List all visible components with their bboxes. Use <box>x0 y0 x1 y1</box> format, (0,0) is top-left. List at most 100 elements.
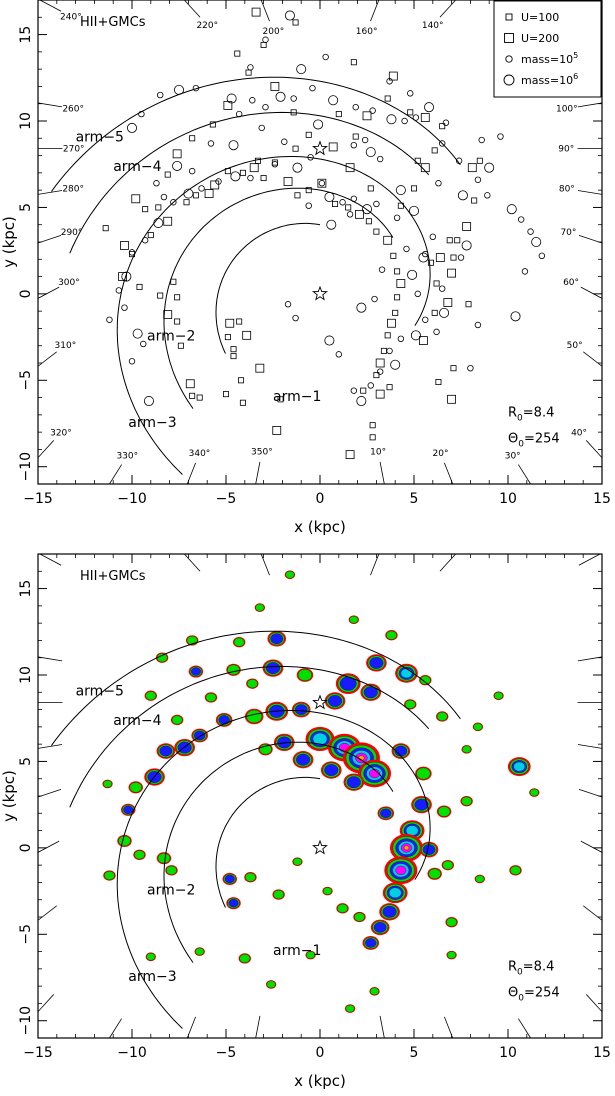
hii-marker <box>375 358 385 368</box>
hii-marker <box>277 396 284 403</box>
longitude-label-200: 200° <box>263 27 285 37</box>
longitude-label-350: 350° <box>251 448 273 458</box>
gmc-marker <box>442 119 450 126</box>
x-tick-label: −10 <box>117 491 147 507</box>
spiral-arm-4 <box>69 665 430 808</box>
longitude-line-30 <box>518 464 531 484</box>
arm-label-4: arm−4 <box>113 159 161 175</box>
hii-marker <box>380 347 387 354</box>
density-contour-23-1 <box>129 782 142 793</box>
density-contour-84-1 <box>292 857 302 866</box>
longitude-label-140: 140° <box>422 21 444 31</box>
density-contour-75-1 <box>247 679 258 689</box>
gmc-marker <box>439 140 446 147</box>
x-axis-label: x (kpc) <box>294 1072 346 1090</box>
galactic-center-star-marker <box>312 839 328 855</box>
hii-marker <box>335 111 342 118</box>
longitude-line-200 <box>260 554 270 576</box>
hii-marker <box>290 109 297 116</box>
density-contour-25-1 <box>118 835 131 847</box>
gmc-marker <box>474 321 482 329</box>
gmc-marker <box>281 138 288 145</box>
arm-label-3: arm−3 <box>128 415 176 431</box>
hii-marker <box>367 185 374 192</box>
gmc-marker <box>521 268 529 275</box>
longitude-line-330 <box>109 464 122 484</box>
hii-marker <box>210 180 220 190</box>
longitude-label-30: 30° <box>505 452 521 462</box>
hii-marker <box>238 377 245 384</box>
longitude-line-140 <box>439 554 456 572</box>
hii-marker <box>373 228 380 235</box>
hii-marker <box>384 95 391 102</box>
longitude-label-290: 290° <box>61 228 83 238</box>
y-tick-label: 15 <box>18 26 34 44</box>
gmc-marker <box>350 195 358 202</box>
gmc-marker <box>292 314 299 322</box>
density-contour-30-2 <box>228 899 239 908</box>
gmc-marker <box>361 136 369 144</box>
hii-marker <box>355 209 364 219</box>
longitude-line-300 <box>38 840 60 853</box>
density-contour-53-2 <box>373 922 387 933</box>
longitude-line-200 <box>260 0 270 22</box>
hii-marker <box>147 232 154 239</box>
hii-marker <box>467 163 477 173</box>
gmc-marker <box>138 110 145 118</box>
hii-marker <box>189 135 196 142</box>
hii-marker <box>476 157 483 164</box>
density-contour-54-2 <box>365 938 377 948</box>
gmc-marker <box>153 217 164 228</box>
hii-marker <box>292 145 299 152</box>
hii-marker <box>255 363 265 373</box>
density-panel: −15 −10 −5 0 5 10 15 −10 −5 0 5 10 15 x (kpc) y (kpc) H… <box>0 553 611 1090</box>
hii-marker <box>224 334 231 341</box>
theta0-annotation: Θ0=254 <box>508 986 560 1004</box>
longitude-line-220 <box>184 554 201 572</box>
gmc-marker <box>258 124 265 132</box>
legend-marker-0 <box>505 13 513 21</box>
arm-label-4: arm−4 <box>113 713 161 729</box>
density-contour-78-1 <box>103 780 113 788</box>
hii-marker <box>328 142 338 152</box>
arm-label-1: arm−1 <box>273 943 321 959</box>
longitude-line-50 <box>583 905 602 921</box>
longitude-line-40 <box>585 440 602 458</box>
density-contour-31-1 <box>245 872 256 882</box>
gmc-marker <box>335 351 342 358</box>
density-contour-59-1 <box>437 806 451 817</box>
gmc-marker <box>527 228 534 235</box>
density-contour-8-1 <box>297 669 312 681</box>
hii-marker <box>183 199 190 206</box>
x-tick-label: −15 <box>23 1045 53 1061</box>
gmc-marker <box>408 205 419 216</box>
hii-marker <box>365 218 372 225</box>
density-contour-76-1 <box>205 693 217 702</box>
legend-label-0: U=100 <box>521 11 559 24</box>
hii-marker <box>163 310 173 320</box>
gmc-marker <box>160 193 168 201</box>
spiral-arm-1 <box>215 776 321 908</box>
hii-marker <box>254 157 261 164</box>
gmc-marker <box>106 316 113 323</box>
longitude-label-50: 50° <box>567 341 583 351</box>
hii-marker <box>185 379 195 389</box>
hii-marker <box>407 109 414 116</box>
density-contour-36-3 <box>312 732 328 746</box>
gmc-marker <box>235 110 243 118</box>
gmc-marker <box>510 311 521 322</box>
legend-marker-2 <box>505 55 513 63</box>
gmc-marker <box>173 84 184 95</box>
hii-marker <box>431 309 438 316</box>
gmc-marker <box>324 335 335 346</box>
r0-annotation: R0=8.4 <box>508 960 554 978</box>
density-contour-80-1 <box>370 987 379 996</box>
gmc-marker <box>326 219 337 230</box>
density-contour-34-1 <box>146 953 156 961</box>
longitude-label-320: 320° <box>50 429 72 439</box>
gmc-marker <box>484 192 491 199</box>
hii-marker <box>142 206 149 213</box>
longitude-line-320 <box>38 440 55 458</box>
longitude-line-10 <box>379 461 385 484</box>
gmc-marker <box>339 199 346 206</box>
